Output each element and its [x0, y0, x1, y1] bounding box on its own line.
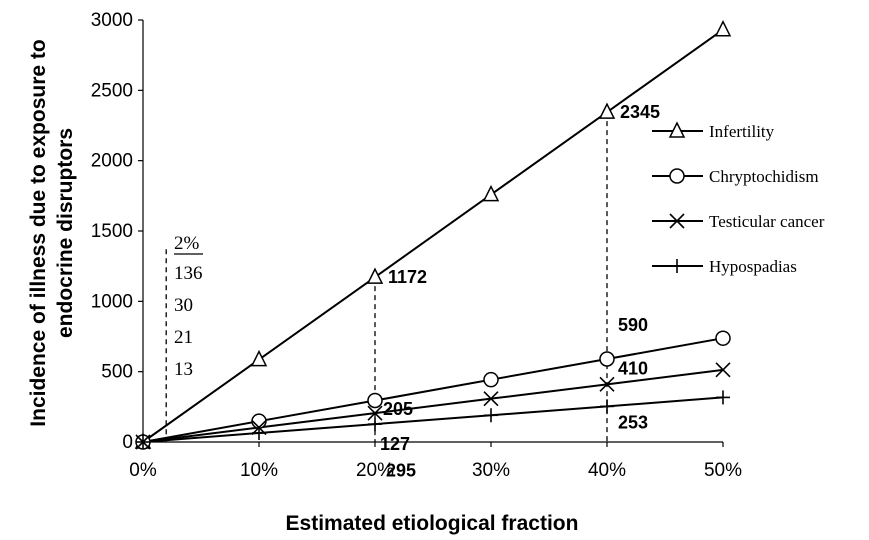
marker-chryptochidism	[600, 352, 614, 366]
data-label: 410	[618, 358, 648, 378]
legend-item: Hypospadias	[652, 257, 797, 276]
y-tick-label: 1000	[91, 291, 133, 312]
x-tick-label: 30%	[472, 460, 510, 481]
marker-chryptochidism	[484, 373, 498, 387]
x-tick-label: 40%	[588, 460, 626, 481]
legend-item: Infertility	[652, 122, 775, 141]
data-label: 295	[386, 461, 416, 481]
marker-infertility	[716, 22, 730, 36]
legend-label: Chryptochidism	[709, 167, 819, 186]
legend-item: Testicular cancer	[652, 212, 825, 231]
y-tick-label: 0	[122, 432, 133, 453]
marker-chryptochidism	[368, 394, 382, 408]
data-labels: 2345 1172 590 410 253 295 205 127	[380, 102, 660, 480]
marker-hypospadias	[600, 399, 614, 413]
annotation-value-3: 21	[174, 327, 193, 348]
marker-hypospadias	[484, 408, 498, 422]
x-axis-title: Estimated etiological fraction	[286, 512, 579, 535]
legend-label: Testicular cancer	[709, 212, 825, 231]
marker-infertility	[600, 104, 614, 118]
annotation-header: 2%	[174, 233, 200, 254]
legend-label: Hypospadias	[709, 257, 797, 276]
marker-infertility	[252, 352, 266, 366]
y-axis-title-line-1: Incidence of illness due to exposure to	[27, 39, 50, 426]
y-tick-label: 3000	[91, 10, 133, 31]
marker-infertility	[368, 269, 382, 283]
series-lines	[143, 30, 723, 442]
legend-marker	[670, 259, 684, 273]
y-tick-label: 500	[101, 362, 133, 383]
legend-marker	[670, 169, 684, 183]
legend-item: Chryptochidism	[652, 167, 819, 186]
y-tick-label: 1500	[91, 221, 133, 242]
data-label: 127	[380, 434, 410, 454]
annotation-2pct: 2% 136 30 21 13	[174, 233, 203, 380]
x-tick-label: 50%	[704, 460, 742, 481]
marker-hypospadias	[716, 390, 730, 404]
annotation-value-2: 30	[174, 295, 193, 316]
data-label: 1172	[388, 267, 427, 287]
legend-label: Infertility	[709, 122, 775, 141]
data-label: 2345	[620, 102, 660, 122]
x-tick-label: 0%	[129, 460, 157, 481]
data-label: 253	[618, 412, 648, 432]
y-axis-title-line-2: endocrine disruptors	[54, 128, 77, 338]
marker-hypospadias	[368, 417, 382, 431]
y-tick-label: 2500	[91, 80, 133, 101]
data-label: 590	[618, 315, 648, 335]
annotation-value-4: 13	[174, 359, 193, 380]
legend: Infertility Chryptochidism Testicular canc…	[652, 122, 825, 276]
marker-chryptochidism	[716, 331, 730, 345]
x-tick-label: 10%	[240, 460, 278, 481]
data-label: 205	[383, 399, 413, 419]
annotation-value-1: 136	[174, 263, 203, 284]
y-tick-label: 2000	[91, 151, 133, 172]
marker-infertility	[484, 187, 498, 201]
